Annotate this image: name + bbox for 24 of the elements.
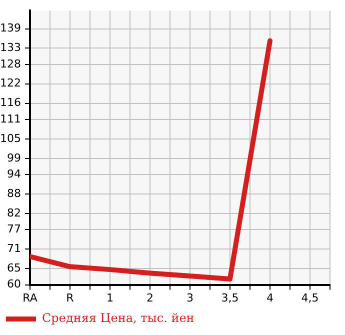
legend-label: Средняя Цена, тыс. йен — [42, 311, 194, 326]
y-tick-label: 139 — [0, 22, 21, 35]
y-tick-label: 116 — [0, 96, 21, 110]
y-tick-label: 99 — [7, 151, 21, 164]
y-tick-label: 94 — [7, 167, 21, 180]
y-tick-label: 122 — [0, 76, 21, 90]
y-tick-label: 77 — [7, 222, 21, 236]
y-tick-label: 111 — [0, 112, 21, 126]
x-tick-label: R — [66, 291, 74, 304]
y-tick-label: 71 — [7, 242, 21, 256]
y-tick-label: 88 — [7, 186, 21, 200]
y-tick-label: 65 — [7, 261, 21, 274]
y-tick-label: 105 — [0, 132, 21, 145]
x-tick-label: RA — [22, 291, 38, 304]
y-tick-label: 82 — [7, 206, 21, 220]
x-tick-label: 1 — [106, 291, 114, 304]
x-tick-label: 4 — [266, 291, 274, 304]
x-tick-label: 3,5 — [221, 291, 239, 304]
x-tick-label: 4,5 — [301, 291, 319, 304]
x-tick-label: 2 — [146, 291, 154, 304]
y-tick-label: 128 — [0, 57, 21, 70]
y-tick-label: 60 — [7, 278, 21, 291]
y-tick-label: 133 — [0, 41, 21, 54]
x-tick-label: 3 — [186, 291, 194, 304]
